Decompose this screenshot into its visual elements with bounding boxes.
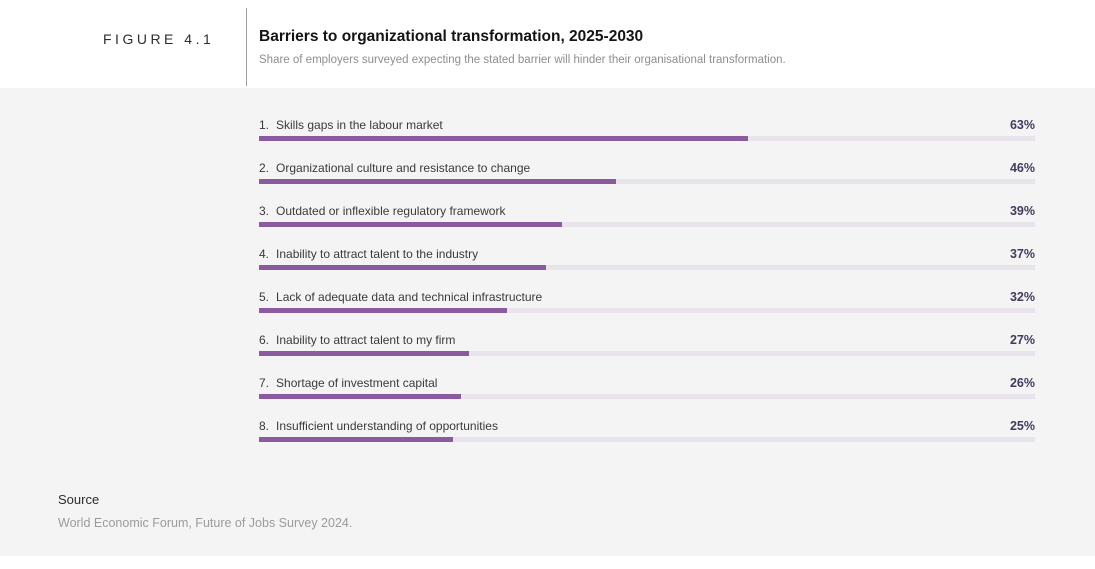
bar-row: 2. Organizational culture and resistance … bbox=[259, 161, 1035, 184]
bar-value: 26% bbox=[1009, 376, 1035, 390]
bar-label-text: Outdated or inflexible regulatory framew… bbox=[276, 204, 506, 218]
source-text: World Economic Forum, Future of Jobs Sur… bbox=[58, 516, 353, 530]
source-label: Source bbox=[58, 492, 100, 507]
bar-label: 6. Inability to attract talent to my firm bbox=[259, 333, 455, 347]
bar-label: 8. Insufficient understanding of opportun… bbox=[259, 419, 498, 433]
bar-fill bbox=[259, 351, 469, 356]
bar-row-header: 5. Lack of adequate data and technical in… bbox=[259, 290, 1035, 304]
bar-row-header: 3. Outdated or inflexible regulatory fram… bbox=[259, 204, 1035, 218]
bar-rank: 3. bbox=[259, 204, 270, 218]
bar-rank: 1. bbox=[259, 118, 270, 132]
figure-number-label: FIGURE 4.1 bbox=[103, 31, 215, 47]
figure-header: FIGURE 4.1 Barriers to organizational tr… bbox=[0, 0, 1095, 88]
bar-row-header: 7. Shortage of investment capital 26% bbox=[259, 376, 1035, 390]
bar-chart: 1. Skills gaps in the labour market 63% 2… bbox=[259, 118, 1035, 462]
bar-value: 46% bbox=[1009, 161, 1035, 175]
bar-row: 7. Shortage of investment capital 26% bbox=[259, 376, 1035, 399]
bar-value: 37% bbox=[1009, 247, 1035, 261]
chart-panel: 1. Skills gaps in the labour market 63% 2… bbox=[0, 88, 1095, 556]
bar-track bbox=[259, 265, 1035, 270]
bar-track bbox=[259, 394, 1035, 399]
bar-value: 39% bbox=[1009, 204, 1035, 218]
bar-row-header: 4. Inability to attract talent to the ind… bbox=[259, 247, 1035, 261]
title-block: Barriers to organizational transformatio… bbox=[259, 28, 786, 66]
bar-label-text: Skills gaps in the labour market bbox=[276, 118, 443, 132]
bar-rank: 2. bbox=[259, 161, 270, 175]
bar-rank: 6. bbox=[259, 333, 270, 347]
bar-fill bbox=[259, 265, 547, 270]
bar-track bbox=[259, 308, 1035, 313]
bar-label: 4. Inability to attract talent to the ind… bbox=[259, 247, 478, 261]
bar-rank: 7. bbox=[259, 376, 270, 390]
bar-row: 6. Inability to attract talent to my firm… bbox=[259, 333, 1035, 356]
bar-rank: 4. bbox=[259, 247, 270, 261]
bar-rank: 8. bbox=[259, 419, 270, 433]
bar-label: 7. Shortage of investment capital bbox=[259, 376, 437, 390]
bar-row-header: 6. Inability to attract talent to my firm… bbox=[259, 333, 1035, 347]
bar-track bbox=[259, 437, 1035, 442]
bar-label: 5. Lack of adequate data and technical in… bbox=[259, 290, 542, 304]
bar-value: 32% bbox=[1009, 290, 1035, 304]
bar-row: 3. Outdated or inflexible regulatory fram… bbox=[259, 204, 1035, 227]
bar-fill bbox=[259, 179, 616, 184]
bar-row-header: 8. Insufficient understanding of opportun… bbox=[259, 419, 1035, 433]
bar-label-text: Lack of adequate data and technical infr… bbox=[276, 290, 543, 304]
bar-row: 5. Lack of adequate data and technical in… bbox=[259, 290, 1035, 313]
bar-track bbox=[259, 351, 1035, 356]
bar-rows: 1. Skills gaps in the labour market 63% 2… bbox=[259, 118, 1035, 442]
bar-track bbox=[259, 179, 1035, 184]
bar-fill bbox=[259, 437, 453, 442]
bar-track bbox=[259, 136, 1035, 141]
bar-label: 2. Organizational culture and resistance … bbox=[259, 161, 530, 175]
bar-label: 3. Outdated or inflexible regulatory fram… bbox=[259, 204, 505, 218]
source-block: Source World Economic Forum, Future of J… bbox=[58, 492, 352, 530]
bar-value: 25% bbox=[1009, 419, 1035, 433]
bar-label: 1. Skills gaps in the labour market bbox=[259, 118, 443, 132]
bar-row: 8. Insufficient understanding of opportun… bbox=[259, 419, 1035, 442]
bar-track bbox=[259, 222, 1035, 227]
bar-fill bbox=[259, 136, 748, 141]
bar-label-text: Inability to attract talent to my firm bbox=[276, 333, 456, 347]
figure-page: FIGURE 4.1 Barriers to organizational tr… bbox=[0, 0, 1095, 556]
bar-row-header: 1. Skills gaps in the labour market 63% bbox=[259, 118, 1035, 132]
figure-title: Barriers to organizational transformatio… bbox=[259, 28, 644, 45]
bar-value: 27% bbox=[1009, 333, 1035, 347]
figure-subtitle: Share of employers surveyed expecting th… bbox=[259, 54, 786, 66]
bar-label-text: Insufficient understanding of opportunit… bbox=[276, 419, 498, 433]
bar-row: 1. Skills gaps in the labour market 63% bbox=[259, 118, 1035, 141]
bar-fill bbox=[259, 222, 562, 227]
header-divider bbox=[246, 8, 247, 86]
bar-label-text: Shortage of investment capital bbox=[276, 376, 438, 390]
bar-row-header: 2. Organizational culture and resistance … bbox=[259, 161, 1035, 175]
bar-rank: 5. bbox=[259, 290, 270, 304]
bar-fill bbox=[259, 308, 508, 313]
bar-label-text: Organizational culture and resistance to… bbox=[276, 161, 531, 175]
bar-fill bbox=[259, 394, 461, 399]
bar-label-text: Inability to attract talent to the indus… bbox=[276, 247, 479, 261]
bar-value: 63% bbox=[1009, 118, 1035, 132]
bar-row: 4. Inability to attract talent to the ind… bbox=[259, 247, 1035, 270]
